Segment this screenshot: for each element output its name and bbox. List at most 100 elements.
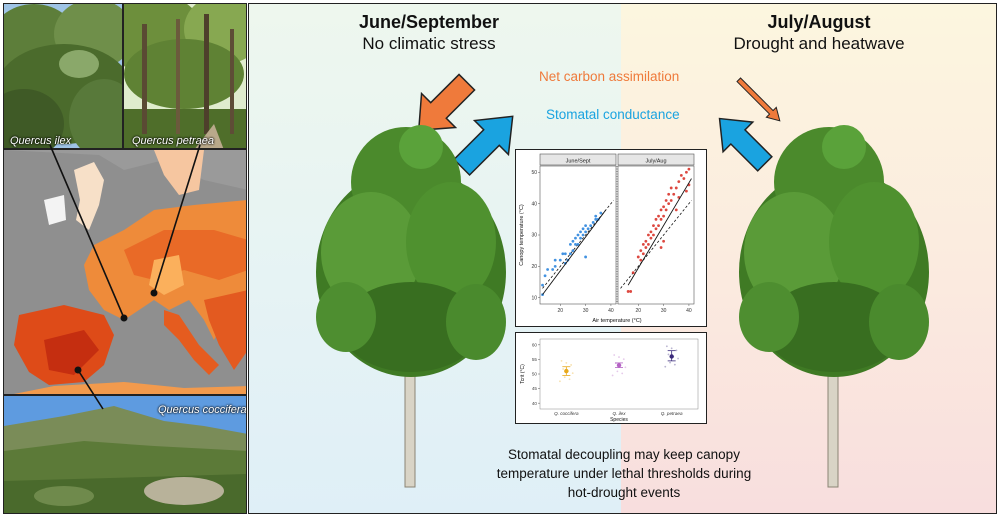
data-point [589,224,593,227]
y-tick-label: 40 [532,401,538,406]
connector-lines [49,144,201,410]
data-point [563,252,567,256]
data-point [654,227,658,231]
photo-quercus-petraea-image [124,4,246,148]
x-tick-label: 20 [557,308,563,314]
y-tick-label: 60 [532,342,538,347]
mean-point [616,363,622,368]
arrow-carbon-left [417,73,476,132]
data-point [546,268,549,271]
photo-quercus-ilex: Quercus ilex [3,3,123,149]
facet-strip [617,153,695,166]
data-point [591,221,595,224]
header-left: June/September No climatic stress [309,11,549,55]
data-point [664,208,668,212]
facet-label: June/Sept [566,159,591,165]
label-quercus-petraea: Quercus petraea [132,135,214,147]
data-point [657,214,660,218]
data-point [639,258,643,262]
arrow-stomatal-left [452,115,514,177]
regression-line [627,178,692,286]
caption: Stomatal decoupling may keep canopy temp… [479,445,769,502]
connector-petraea [153,144,201,294]
data-point [584,224,587,227]
raw-point [665,345,668,348]
raw-point [677,357,679,360]
x-tick-label: 30 [583,308,589,314]
data-point [669,199,673,202]
data-point [579,236,582,240]
data-point [574,243,577,246]
data-point [649,230,653,234]
data-point [647,233,650,237]
y-tick-label: 50 [531,170,537,176]
data-point [652,233,655,237]
data-point [631,271,635,275]
chart-canopy-vs-air: June/Sept 20 30 40 July/Aug 20 30 40 10 20 30 40 50 A… [515,149,707,327]
data-point [667,192,671,196]
raw-point [571,372,574,375]
tree-right [739,125,929,488]
x-axis-label: Air temperature (°C) [592,318,641,324]
photo-quercus-ilex-image [4,4,122,148]
photo-quercus-petraea: Quercus petraea [123,3,247,149]
label-quercus-ilex: Quercus ilex [10,135,72,147]
caption-line-3: hot-drought events [567,485,681,500]
header-right: July/August Drought and heatwave [699,11,939,55]
category-label: Q. ilex [612,411,626,416]
data-point [599,211,603,215]
y-tick-label: 55 [532,357,538,362]
site-dot-coccifera [74,366,82,374]
data-point [664,199,668,202]
data-point [674,186,678,190]
raw-point [559,380,561,383]
data-point [574,236,577,240]
caption-line-2: temperature under lethal thresholds duri… [496,466,752,481]
x-tick-label: 30 [661,308,667,314]
data-point [553,258,557,262]
raw-point [664,365,667,368]
x-tick-label: 40 [608,308,614,314]
raw-point [670,347,673,350]
category-label: Q. coccifera [554,411,579,416]
data-point [652,224,655,227]
data-point [649,236,653,240]
data-point [685,170,688,174]
y-tick-label: 45 [532,386,538,391]
data-point [579,230,582,234]
data-point [543,274,547,278]
y-tick-label: 10 [531,295,537,301]
data-point [687,167,691,171]
raw-point [563,376,566,379]
plot-panel [539,338,699,410]
facet-strip [539,153,617,166]
raw-point [675,349,678,352]
data-point [594,214,598,218]
data-point [682,177,686,180]
x-tick-label: 40 [686,308,692,314]
data-point [662,239,665,243]
raw-point [613,354,616,356]
y-tick-label: 50 [532,372,538,377]
data-point [685,189,688,193]
data-point [636,255,640,259]
connector-ilex [49,144,125,319]
header-right-title: July/August [767,12,871,32]
data-point [541,283,544,287]
main-panel: June/September No climatic stress July/A… [248,3,997,514]
y-tick-label: 30 [531,233,537,239]
y-tick-label: 40 [531,201,537,207]
x-axis-label: Species [610,417,628,423]
data-point [558,258,562,262]
raw-point [622,358,625,361]
data-point [626,290,630,293]
category-label: Q. petraea [661,411,683,416]
caption-line-1: Stomatal decoupling may keep canopy [508,447,740,462]
data-point [629,290,633,293]
site-dot-petraea [150,289,158,297]
label-carbon-assimilation: Net carbon assimilation [539,69,680,84]
y-tick-label: 20 [531,264,537,270]
data-point [561,252,565,256]
tcrit-chart-svg: 40 45 50 55 60 Q. coccifera Q. ilex Q. petraea S… [520,338,699,423]
